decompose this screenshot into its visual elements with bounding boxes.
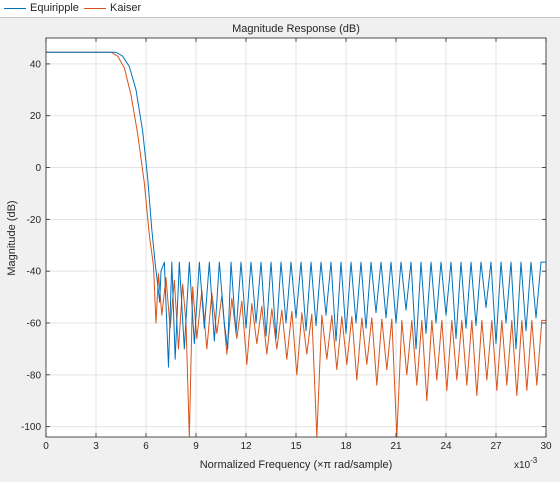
y-tick-label: -60	[27, 319, 42, 330]
x-tick-label: 18	[340, 441, 352, 452]
x-exponent-base: x10	[514, 460, 531, 471]
y-tick-label: -100	[21, 422, 41, 433]
x-tick-label: 0	[43, 441, 49, 452]
x-tick-label: 21	[390, 441, 402, 452]
y-axis-label: Magnitude (dB)	[6, 200, 18, 275]
x-exponent-label: x10-3	[514, 456, 538, 471]
series-line-equiripple	[46, 51, 546, 368]
ticks: 0 3 6 9 12 15 18 21 24 27 30 -100 -80 -60 -40 -20 0 20 40	[21, 38, 552, 452]
legend-item-equiripple[interactable]: Equiripple	[4, 0, 79, 17]
chart-container: 0 3 6 9 12 15 18 21 24 27 30 -100 -80 -60 -40 -20 0 20 40 …	[0, 18, 560, 477]
x-tick-label: 6	[143, 441, 149, 452]
magnitude-response-chart[interactable]: 0 3 6 9 12 15 18 21 24 27 30-100-80-60-40-2002040 …	[0, 18, 560, 477]
y-tick-label: 20	[30, 111, 42, 122]
series-layer	[46, 51, 546, 437]
legend: Equiripple Kaiser	[0, 0, 560, 18]
x-exponent-power: -3	[530, 456, 538, 465]
x-axis-label: Normalized Frequency (×π rad/sample)	[200, 459, 393, 471]
x-tick-label: 15	[290, 441, 302, 452]
x-tick-label: 27	[490, 441, 502, 452]
x-tick-label: 12	[240, 441, 252, 452]
legend-item-kaiser[interactable]: Kaiser	[84, 0, 141, 17]
y-tick-label: -20	[27, 215, 42, 226]
legend-label-kaiser: Kaiser	[110, 2, 142, 14]
y-tick-label: -40	[27, 267, 42, 278]
x-tick-label: 24	[440, 441, 452, 452]
y-tick-label: 0	[35, 163, 41, 174]
x-tick-label: 9	[193, 441, 199, 452]
y-tick-label: -80	[27, 370, 42, 381]
chart-title: Magnitude Response (dB)	[232, 23, 360, 35]
series-line-kaiser	[46, 51, 546, 437]
x-tick-label: 30	[540, 441, 552, 452]
legend-swatch-equiripple	[4, 8, 26, 9]
legend-label-equiripple: Equiripple	[30, 2, 79, 14]
x-tick-label: 3	[93, 441, 99, 452]
y-tick-label: 40	[30, 59, 42, 70]
legend-swatch-kaiser	[84, 8, 106, 9]
